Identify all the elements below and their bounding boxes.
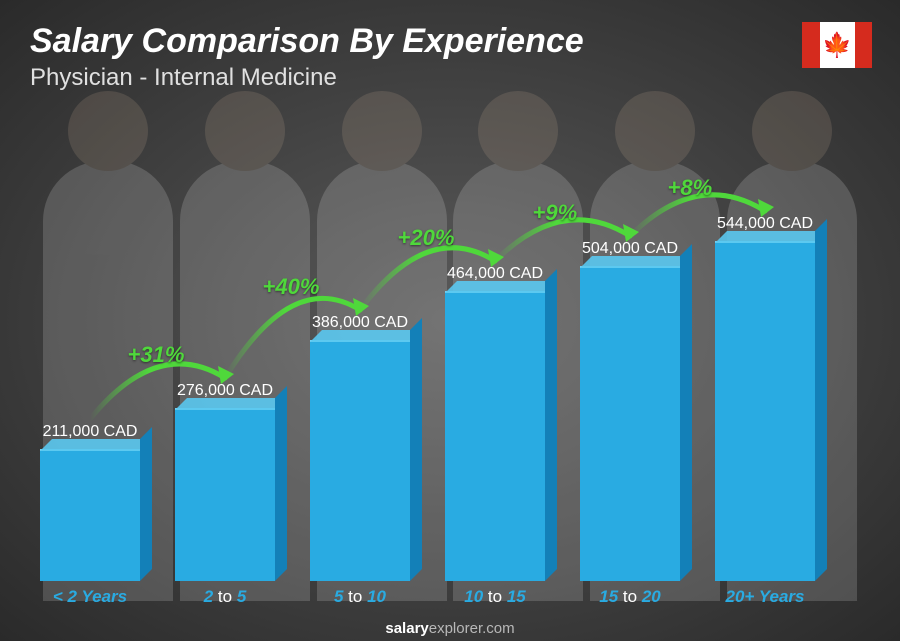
xaxis-label-4: 15 to 20 <box>570 587 690 607</box>
increase-pct-0: +31% <box>128 342 185 368</box>
bar-3: 464,000 CAD <box>445 265 545 581</box>
bar-rect <box>580 266 680 581</box>
bar-rect <box>40 449 140 581</box>
watermark-domain: explorer.com <box>429 620 515 637</box>
increase-pct-2: +20% <box>398 225 455 251</box>
chart-subtitle: Physician - Internal Medicine <box>30 64 337 92</box>
bar-rect <box>310 340 410 581</box>
increase-pct-1: +40% <box>263 274 320 300</box>
xaxis-label-0: < 2 Years <box>30 587 150 607</box>
bars-area: 211,000 CAD 276,000 CAD 386,000 CAD 464,000… <box>40 110 850 581</box>
bar-0: 211,000 CAD <box>40 423 140 581</box>
bar-rect <box>445 291 545 581</box>
xaxis: < 2 Years2 to 55 to 1010 to 1515 to 2020… <box>40 587 850 613</box>
xaxis-label-1: 2 to 5 <box>165 587 285 607</box>
bar-2: 386,000 CAD <box>310 314 410 581</box>
increase-pct-4: +8% <box>668 175 713 201</box>
xaxis-label-3: 10 to 15 <box>435 587 555 607</box>
bar-rect <box>175 408 275 581</box>
xaxis-label-5: 20+ Years <box>705 587 825 607</box>
watermark: salaryexplorer.com <box>385 620 514 637</box>
xaxis-label-2: 5 to 10 <box>300 587 420 607</box>
bar-1: 276,000 CAD <box>175 382 275 581</box>
bar-5: 544,000 CAD <box>715 215 815 581</box>
increase-pct-3: +9% <box>533 200 578 226</box>
maple-leaf-icon: 🍁 <box>820 22 855 68</box>
chart-container: Salary Comparison By Experience Physicia… <box>0 0 900 641</box>
chart-title: Salary Comparison By Experience <box>30 22 584 61</box>
bar-rect <box>715 241 815 581</box>
watermark-brand: salary <box>385 620 428 637</box>
bar-4: 504,000 CAD <box>580 240 680 581</box>
country-flag-canada: 🍁 <box>802 22 872 68</box>
